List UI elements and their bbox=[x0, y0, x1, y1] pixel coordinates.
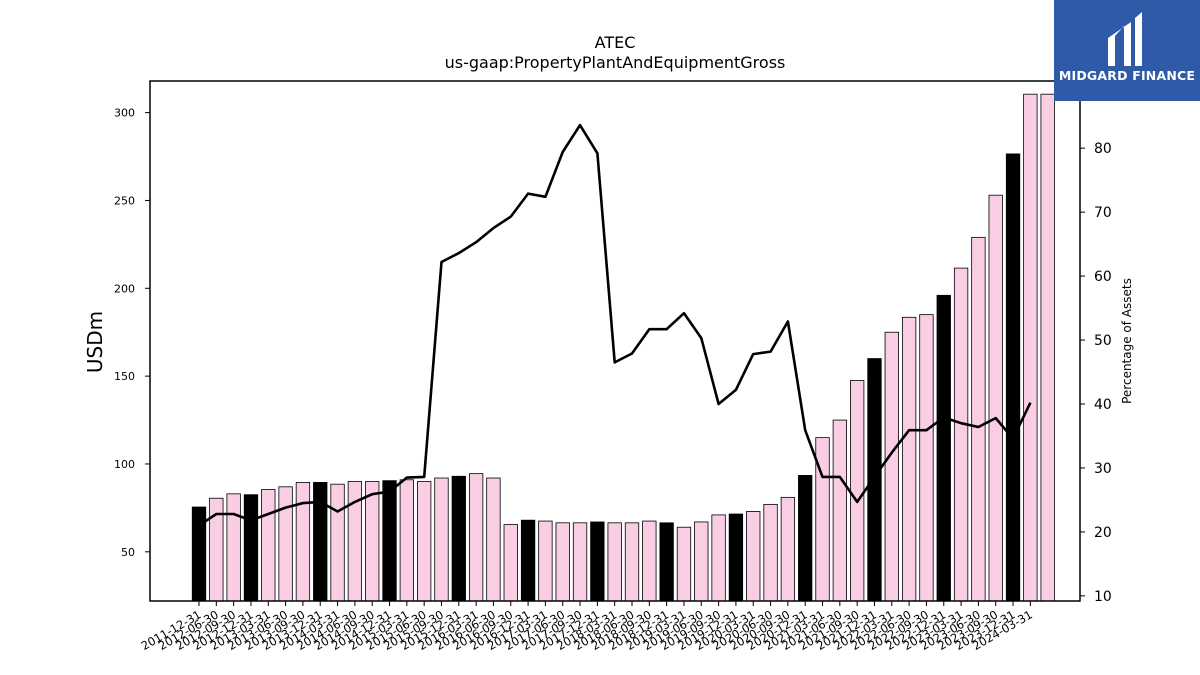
bar-2014-09-30 bbox=[382, 480, 397, 602]
bar-2022-09-30 bbox=[936, 294, 951, 602]
y2-tick-label: 40 bbox=[1094, 397, 1112, 413]
midgard-logo-icon bbox=[1108, 12, 1142, 66]
bar-2021-12-31 bbox=[884, 331, 899, 602]
brand-logo: MIDGARD FINANCE bbox=[1054, 0, 1200, 101]
bar-2019-09-30 bbox=[728, 513, 744, 602]
y2-tick-label: 20 bbox=[1094, 525, 1112, 541]
bar-2019-03-31 bbox=[694, 521, 709, 602]
y2-tick-label: 80 bbox=[1094, 141, 1112, 157]
bar-2015-12-31 bbox=[468, 473, 484, 602]
line-layer bbox=[198, 123, 1032, 527]
bar-2016-09-30 bbox=[520, 519, 536, 602]
bar-2015-09-30 bbox=[451, 475, 466, 602]
y2-tick-label: 60 bbox=[1094, 269, 1112, 285]
bar-2022-03-31 bbox=[901, 316, 917, 602]
bar-2018-09-30 bbox=[659, 522, 674, 602]
bar-2020-09-30 bbox=[798, 474, 813, 602]
bar-2013-03-31 bbox=[278, 486, 293, 602]
bar-2014-12-31 bbox=[399, 479, 414, 602]
bar-2015-06-30 bbox=[434, 477, 449, 602]
y-tick-label: 300 bbox=[114, 107, 135, 120]
chart-title: ATEC bbox=[595, 33, 636, 52]
y2-tick-label: 70 bbox=[1094, 205, 1112, 221]
bar-2021-03-31 bbox=[832, 419, 847, 602]
bar-2016-06-30 bbox=[503, 524, 518, 602]
bar-2017-12-31 bbox=[607, 522, 622, 602]
bar-2021-09-30 bbox=[867, 358, 882, 602]
y-tick-label: 200 bbox=[114, 282, 135, 295]
bar-2018-03-31 bbox=[624, 522, 640, 602]
bar-2022-12-31 bbox=[953, 267, 969, 602]
bar-2018-06-30 bbox=[642, 520, 657, 602]
y2-tick-label: 30 bbox=[1094, 461, 1112, 477]
bar-2018-12-31 bbox=[676, 526, 692, 602]
y2-tick-label: 10 bbox=[1094, 589, 1112, 605]
bar-2014-06-30 bbox=[365, 481, 380, 602]
bar-2015-03-31 bbox=[417, 481, 432, 602]
bar-2017-03-31 bbox=[555, 522, 570, 602]
bar-2012-06-30 bbox=[226, 493, 241, 602]
bar-2016-03-31 bbox=[486, 477, 501, 602]
y2-tick-label: 50 bbox=[1094, 333, 1112, 349]
percentage-line bbox=[198, 123, 1032, 527]
bar-2023-12-31 bbox=[1023, 93, 1038, 602]
bar-2023-09-30 bbox=[1005, 153, 1021, 602]
bar-2017-06-30 bbox=[572, 522, 588, 602]
bar-2023-03-31 bbox=[971, 236, 986, 602]
left-axis: 50 100 150 200 250 300 bbox=[114, 107, 150, 559]
bar-2013-09-30 bbox=[313, 482, 328, 602]
y2-axis-label: Percentage of Assets bbox=[1120, 278, 1134, 404]
bar-2019-06-30 bbox=[711, 514, 726, 602]
x-axis: 2011-12-312012-06-302012-09-302012-12-31… bbox=[139, 601, 1035, 653]
bar-2012-12-31 bbox=[261, 489, 276, 602]
y-tick-label: 50 bbox=[121, 546, 135, 559]
y-axis-label: USDm bbox=[83, 311, 107, 373]
bar-2016-12-31 bbox=[538, 520, 553, 602]
y-tick-label: 100 bbox=[114, 458, 135, 471]
bars-layer bbox=[191, 93, 1055, 602]
bar-2012-09-30 bbox=[243, 494, 259, 602]
y-tick-label: 150 bbox=[114, 370, 135, 383]
bar-2020-03-31 bbox=[763, 503, 778, 602]
brand-name: MIDGARD FINANCE bbox=[1058, 68, 1196, 83]
bar-2013-12-31 bbox=[330, 483, 345, 602]
bar-2022-06-30 bbox=[919, 314, 934, 602]
right-axis: 10 20 30 40 50 60 70 80 bbox=[1080, 141, 1112, 605]
bar-2023-06-30 bbox=[988, 194, 1003, 602]
chart-subtitle: us-gaap:PropertyPlantAndEquipmentGross bbox=[445, 53, 786, 72]
bar-2020-06-30 bbox=[780, 496, 796, 602]
bar-2019-12-31 bbox=[746, 511, 761, 602]
bar-2024-03-31 bbox=[1040, 93, 1055, 602]
bar-2021-06-30 bbox=[850, 380, 865, 602]
bar-2013-06-30 bbox=[295, 482, 311, 602]
y-tick-label: 250 bbox=[114, 194, 135, 207]
bar-2017-09-30 bbox=[590, 521, 605, 602]
